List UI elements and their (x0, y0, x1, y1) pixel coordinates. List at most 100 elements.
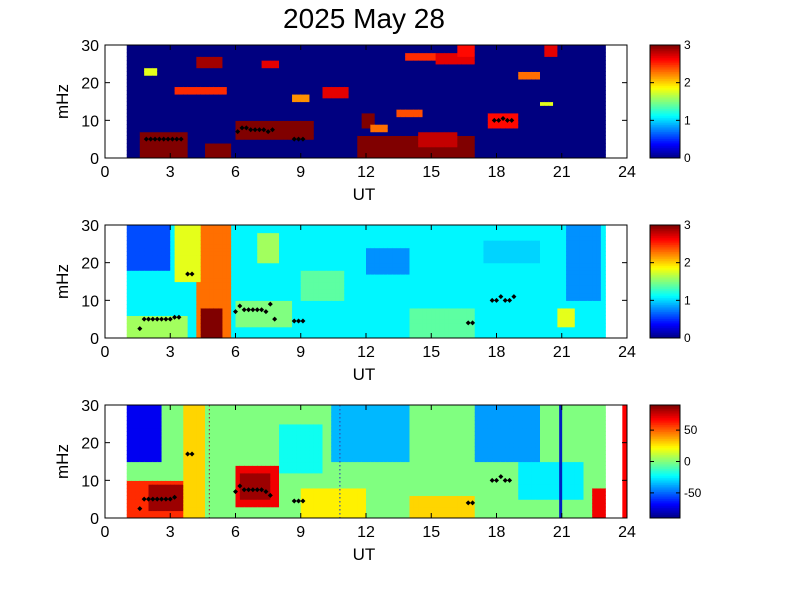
heatmap-cell (426, 78, 432, 84)
heatmap-cell (152, 330, 158, 335)
heatmap-cell (344, 45, 350, 50)
heatmap-cell (348, 319, 354, 324)
heatmap-cell (257, 240, 263, 245)
heatmap-cell (226, 315, 232, 320)
colorbar-segment (650, 113, 680, 117)
heatmap-cell (170, 71, 176, 76)
heatmap-cell (226, 270, 232, 275)
heatmap-cell (222, 93, 228, 99)
heatmap-cell (235, 270, 241, 275)
heatmap-cell (135, 109, 141, 114)
heatmap-cell (296, 60, 302, 65)
heatmap-cell (553, 71, 558, 76)
heatmap-cell (461, 97, 467, 103)
heatmap-cell (422, 124, 428, 129)
heatmap-cell (218, 71, 224, 76)
heatmap-cell (318, 146, 324, 152)
heatmap-cell (370, 109, 376, 114)
heatmap-cell (331, 289, 337, 294)
heatmap-cell (535, 56, 541, 61)
heatmap-cell (200, 97, 206, 103)
heatmap-cell (200, 281, 206, 286)
heatmap-cell (292, 232, 297, 237)
heatmap-cell (592, 97, 598, 103)
heatmap-cell (209, 142, 215, 148)
heatmap-cell (379, 52, 384, 57)
heatmap-cell (196, 266, 202, 271)
heatmap-cell (131, 255, 137, 260)
heatmap-cell (261, 60, 267, 65)
heatmap-cell (196, 67, 202, 72)
heatmap-cell (239, 277, 245, 283)
heatmap-cell (135, 277, 141, 283)
heatmap-cell (174, 112, 180, 118)
heatmap-cell (557, 75, 563, 80)
heatmap-cell (265, 330, 271, 335)
heatmap-cell (187, 281, 193, 286)
heatmap-cell (331, 311, 337, 316)
heatmap-cell (226, 300, 232, 305)
heatmap-cell (409, 105, 415, 110)
heatmap-cell (239, 225, 245, 230)
heatmap-cell (196, 255, 202, 260)
heatmap-cell (131, 266, 137, 271)
heatmap-cell (196, 285, 202, 290)
heatmap-cell (131, 258, 137, 264)
heatmap-cell (265, 56, 271, 61)
heatmap-cell (339, 285, 345, 290)
heatmap-cell (592, 52, 598, 57)
heatmap-cell (370, 112, 376, 118)
heatmap-cell (257, 82, 263, 88)
heatmap-cell (361, 45, 367, 50)
heatmap-cell (183, 228, 189, 234)
heatmap-cell (296, 225, 302, 230)
heatmap-cell (461, 142, 467, 148)
colorbar-segment (650, 140, 680, 143)
heatmap-cell (270, 67, 276, 72)
heatmap-cell (553, 90, 558, 95)
heatmap-cell (505, 150, 511, 155)
heatmap-cell (561, 139, 567, 144)
heatmap-cell (344, 154, 350, 158)
heatmap-cell (526, 116, 532, 121)
heatmap-cell (192, 270, 197, 275)
heatmap-cell (183, 86, 189, 91)
heatmap-cell (200, 228, 206, 234)
heatmap-cell (492, 52, 498, 57)
heatmap-cell (274, 67, 280, 72)
heatmap-cell (466, 150, 471, 155)
heatmap-cell (135, 86, 141, 91)
heatmap-cell (139, 48, 145, 54)
heatmap-cell (283, 281, 289, 286)
heatmap-cell (466, 71, 471, 76)
heatmap-cell (470, 116, 476, 121)
heatmap-cell (561, 135, 567, 140)
heatmap-cell (305, 240, 311, 245)
heatmap-cell (252, 289, 258, 294)
heatmap-cell (222, 86, 228, 91)
heatmap-cell (344, 63, 350, 69)
heatmap-cell (131, 112, 137, 118)
heatmap-cell (152, 262, 158, 268)
heatmap-cell (165, 251, 171, 256)
heatmap-cell (487, 52, 493, 57)
heatmap-cell (165, 228, 171, 234)
heatmap-cell (600, 86, 606, 91)
heatmap-cell (244, 240, 250, 245)
heatmap-cell (318, 93, 324, 99)
heatmap-cell (157, 311, 163, 316)
heatmap-cell (174, 75, 180, 80)
heatmap-cell (248, 319, 254, 324)
heatmap-cell (152, 78, 158, 84)
heatmap-cell (461, 101, 467, 106)
heatmap-cell (535, 154, 541, 158)
heatmap-cell (331, 150, 337, 155)
heatmap-cell (222, 289, 228, 294)
heatmap-cell (422, 45, 428, 50)
heatmap-cell (152, 270, 158, 275)
heatmap-cell (244, 289, 250, 294)
colorbar-segment (650, 127, 680, 131)
heatmap-cell (357, 93, 363, 99)
heatmap-cell (318, 71, 324, 76)
heatmap-cell (396, 120, 402, 125)
